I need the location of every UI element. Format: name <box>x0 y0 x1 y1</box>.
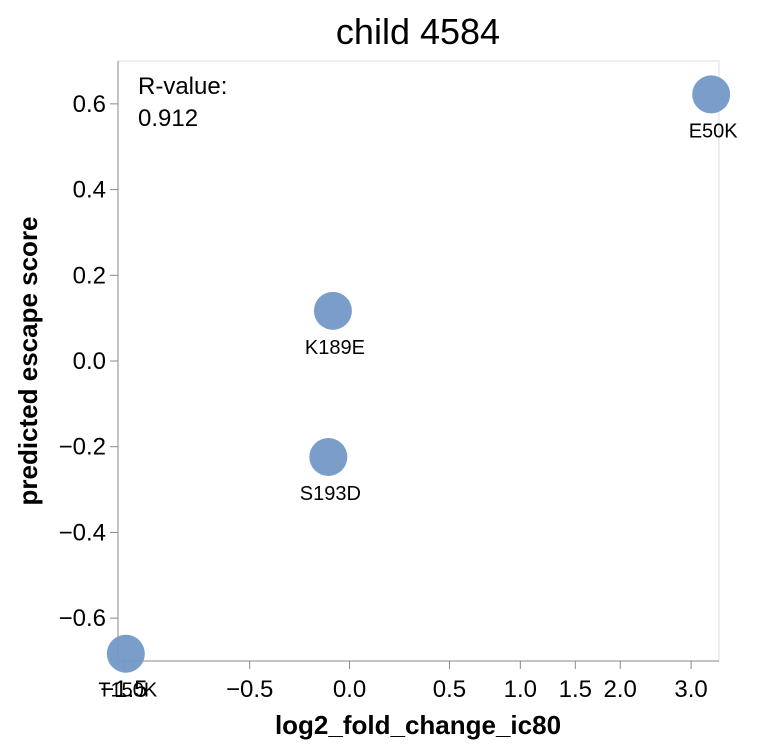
y-tick-label: 0.2 <box>73 262 106 289</box>
y-tick-label: 0.6 <box>73 91 106 118</box>
y-tick-label: −0.2 <box>59 434 106 461</box>
y-tick-label: 0.4 <box>73 177 106 204</box>
chart-title: child 4584 <box>336 11 500 52</box>
x-tick-label: 2.0 <box>604 676 637 703</box>
y-tick-label: −0.4 <box>59 519 106 546</box>
y-tick-label: 0.0 <box>73 348 106 375</box>
x-axis-ticks: −1.5 −0.5 0.0 0.5 1.0 1.5 2.0 3.0 <box>100 661 708 703</box>
r-value: 0.912 <box>138 105 198 132</box>
scatter-point <box>692 75 731 114</box>
x-tick-label: 1.0 <box>504 676 537 703</box>
x-tick-label: 0.0 <box>333 676 366 703</box>
plot-frame <box>117 60 720 662</box>
x-tick-label: −1.5 <box>100 676 147 703</box>
scatter-point <box>106 634 145 673</box>
point-label: K189E <box>305 337 365 359</box>
scatter-point <box>313 291 352 330</box>
x-tick-label: 0.5 <box>433 676 466 703</box>
scatter-point <box>309 438 348 476</box>
y-axis-label: predicted escape score <box>13 216 43 505</box>
r-value-label: R-value: <box>138 73 227 100</box>
x-axis-label: log2_fold_change_ic80 <box>275 710 561 740</box>
y-axis-ticks: 0.6 0.4 0.2 0.0 −0.2 −0.4 −0.6 <box>59 91 118 632</box>
x-tick-label: 1.5 <box>559 676 592 703</box>
x-tick-label: 3.0 <box>674 676 707 703</box>
data-points: T150K K189E S193D E50K <box>98 75 739 702</box>
y-tick-label: −0.6 <box>59 605 106 632</box>
point-label: S193D <box>300 483 361 505</box>
point-label: T150K <box>98 680 158 702</box>
point-label: E50K <box>689 120 739 142</box>
x-tick-label: −0.5 <box>226 676 273 703</box>
